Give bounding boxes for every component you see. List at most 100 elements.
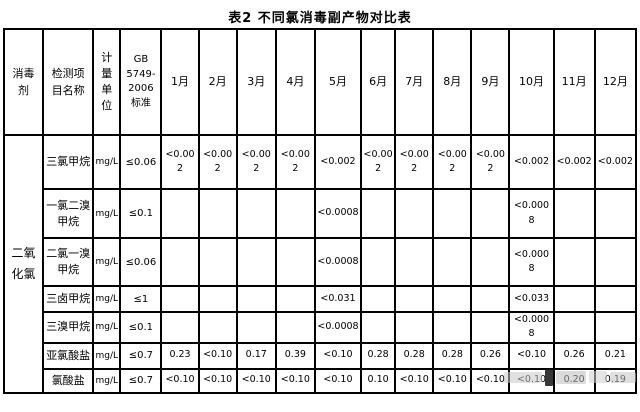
cell-month-4-value bbox=[274, 188, 316, 239]
cell-unit: mg/L bbox=[92, 285, 122, 313]
cell-month-6-value bbox=[360, 311, 397, 344]
cell-month-8-value bbox=[432, 237, 473, 287]
cell-month-1-value: <0.002 bbox=[160, 134, 200, 190]
header-month-8: 8月 bbox=[432, 28, 473, 136]
cell-item-name: 一氯二溴 甲烷 bbox=[42, 188, 95, 239]
cell-month-10-value: <0.033 bbox=[508, 285, 555, 313]
cell-unit: mg/L bbox=[92, 367, 122, 394]
header-month-12: 12月 bbox=[593, 28, 638, 136]
header-month-2: 2月 bbox=[197, 28, 238, 136]
cell-month-3-value bbox=[235, 285, 277, 313]
cell-month-6-value bbox=[360, 237, 397, 287]
cell-month-10-value: <0.002 bbox=[508, 134, 555, 190]
cell-month-12-value bbox=[593, 285, 638, 313]
cell-month-1-value bbox=[160, 311, 200, 344]
cell-month-4-value bbox=[274, 237, 316, 287]
cell-item-name: 亚氯酸盐 bbox=[42, 341, 95, 370]
cell-month-7-value bbox=[394, 285, 435, 313]
cell-month-9-value: <0.10 bbox=[470, 367, 511, 394]
cell-month-5-value: <0.0008 bbox=[313, 188, 363, 239]
cell-month-8-value: 0.28 bbox=[432, 341, 473, 370]
table-title: 表2 不同氯消毒副产物对比表 bbox=[228, 11, 412, 26]
cell-month-5-value: <0.0008 bbox=[313, 237, 363, 287]
cell-month-2-value bbox=[197, 188, 238, 239]
cell-month-8-value bbox=[432, 188, 473, 239]
table-row: 二氧 化氯 三氯甲烷 mg/L ≤0.06 <0.002 <0.002 <0.002 <0.0… bbox=[2, 134, 638, 394]
cell-month-1-value bbox=[160, 188, 200, 239]
cell-month-7-value bbox=[394, 188, 435, 239]
cell-month-9-value bbox=[470, 311, 511, 344]
header-item-name: 检测项 目名称 bbox=[42, 28, 95, 136]
cell-month-7-value bbox=[394, 311, 435, 344]
cell-month-9-value bbox=[470, 285, 511, 313]
table-row: 三卤甲烷 mg/L ≤1 <0.031 <0.033 bbox=[4, 285, 638, 313]
cell-month-4-value bbox=[274, 285, 316, 313]
cell-month-9-value bbox=[470, 237, 511, 287]
cell-month-11-value bbox=[552, 188, 596, 239]
cell-month-12-value: <0.002 bbox=[593, 134, 638, 190]
cell-month-2-value bbox=[197, 237, 238, 287]
cell-month-1-value bbox=[160, 237, 200, 287]
cell-month-11-value: 0.26 bbox=[552, 341, 596, 370]
disinfection-byproducts-table: 消毒 剂检测项 目名称计 量 单 位 GB 5749- 2006 标准 1月 2月 3月… bbox=[2, 28, 638, 394]
table-row: 亚氯酸盐 mg/L ≤0.7 0.23 <0.10 0.17 0.39 <0.10 0.28 0.… bbox=[4, 341, 638, 370]
cell-month-8-value bbox=[432, 311, 473, 344]
cell-unit: mg/L bbox=[92, 341, 122, 370]
cell-month-1-value: <0.10 bbox=[160, 367, 200, 394]
header-month-4: 4月 bbox=[274, 28, 316, 136]
cell-month-12-value bbox=[593, 311, 638, 344]
header-row: 消毒 剂检测项 目名称计 量 单 位 GB 5749- 2006 标准 1月 2月 3月… bbox=[2, 28, 638, 136]
header-disinfectant: 消毒 剂 bbox=[2, 28, 45, 136]
cell-standard: ≤0.06 bbox=[119, 134, 163, 190]
cell-month-6-value: 0.10 bbox=[360, 367, 397, 394]
document-page: 表2 不同氯消毒副产物对比表 消毒 剂检测项 目名称计 量 单 位 GB 5749… bbox=[2, 11, 638, 394]
cell-month-2-value bbox=[197, 285, 238, 313]
cell-month-7-value: <0.10 bbox=[394, 367, 435, 394]
cell-month-10-value: <0.0008 bbox=[508, 237, 555, 287]
header-unit: 计 量 单 位 bbox=[92, 28, 122, 136]
cell-unit: mg/L bbox=[92, 134, 122, 190]
cell-standard: ≤0.06 bbox=[119, 237, 163, 287]
header-month-1: 1月 bbox=[160, 28, 200, 136]
cell-month-2-value: <0.10 bbox=[197, 341, 238, 370]
cell-month-3-value bbox=[235, 311, 277, 344]
cell-month-12-value: 0.19 bbox=[593, 367, 638, 394]
cell-month-11-value: 0.20 bbox=[552, 367, 596, 394]
cell-month-4-value: <0.10 bbox=[274, 367, 316, 394]
cell-month-2-value: <0.002 bbox=[197, 134, 238, 190]
cell-standard: ≤1 bbox=[119, 285, 163, 313]
table-row: 一氯二溴 甲烷 mg/L ≤0.1 <0.0008 <0.0008 bbox=[4, 188, 638, 239]
cell-month-8-value: <0.002 bbox=[432, 134, 473, 190]
cell-month-12-value bbox=[593, 237, 638, 287]
table-row: 三溴甲烷 mg/L ≤0.1 <0.0008 <0.0008 bbox=[4, 311, 638, 344]
cell-standard: ≤0.1 bbox=[119, 188, 163, 239]
header-month-9: 9月 bbox=[470, 28, 511, 136]
cell-month-7-value bbox=[394, 237, 435, 287]
header-month-6: 6月 bbox=[360, 28, 397, 136]
cell-month-11-value bbox=[552, 311, 596, 344]
cell-month-8-value bbox=[432, 285, 473, 313]
cell-unit: mg/L bbox=[92, 311, 122, 344]
cell-item-name: 三卤甲烷 bbox=[42, 285, 95, 313]
cell-month-4-value bbox=[274, 311, 316, 344]
cell-month-3-value bbox=[235, 237, 277, 287]
cell-month-8-value: <0.10 bbox=[432, 367, 473, 394]
cell-month-6-value bbox=[360, 188, 397, 239]
cell-month-5-value: <0.10 bbox=[313, 367, 363, 394]
cell-standard: ≤0.1 bbox=[119, 311, 163, 344]
cell-month-11-value: <0.002 bbox=[552, 134, 596, 190]
cell-disinfectant: 二氧 化氯 bbox=[2, 134, 45, 394]
cell-month-2-value bbox=[197, 311, 238, 344]
cell-month-5-value: <0.031 bbox=[313, 285, 363, 313]
cell-item-name: 三溴甲烷 bbox=[42, 311, 95, 344]
cell-month-11-value bbox=[552, 237, 596, 287]
cell-standard: ≤0.7 bbox=[119, 367, 163, 394]
cell-month-6-value bbox=[360, 285, 397, 313]
cell-month-7-value: 0.28 bbox=[394, 341, 435, 370]
cell-month-5-value: <0.0008 bbox=[313, 311, 363, 344]
cell-unit: mg/L bbox=[92, 188, 122, 239]
header-month-7: 7月 bbox=[394, 28, 435, 136]
cell-month-1-value: 0.23 bbox=[160, 341, 200, 370]
cell-unit: mg/L bbox=[92, 237, 122, 287]
cell-month-10-value: <0.0008 bbox=[508, 188, 555, 239]
